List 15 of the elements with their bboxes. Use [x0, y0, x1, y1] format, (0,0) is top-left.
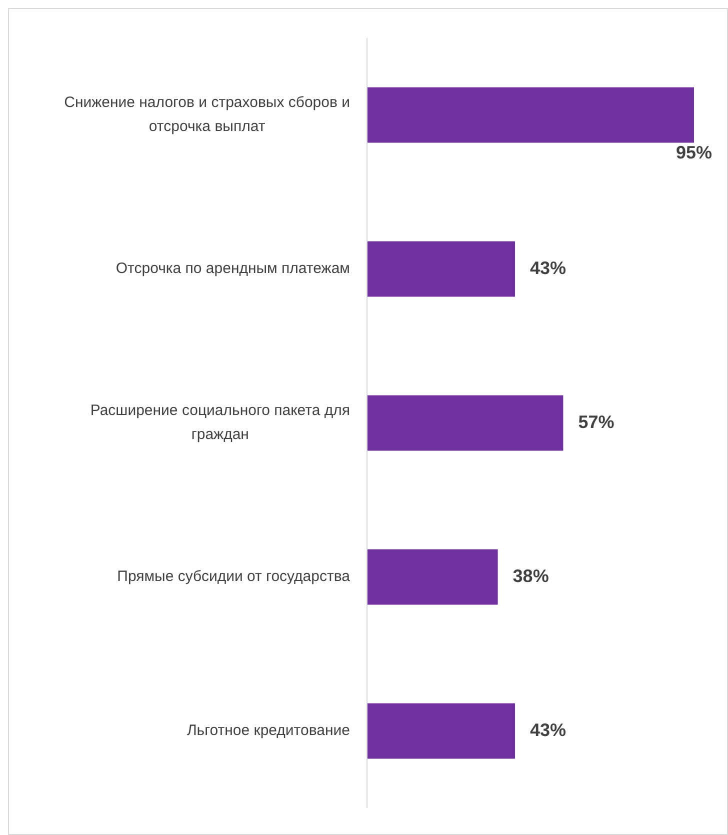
data-label: 38% [512, 566, 549, 586]
y-tick-label: Прямые субсидии от государства [117, 568, 351, 585]
data-label: 43% [530, 258, 566, 278]
bar [367, 549, 498, 605]
data-label: 95% [676, 142, 712, 162]
y-tick-label: Снижение налогов и страховых сборов и отсрочка выплат [64, 94, 350, 135]
data-label: 43% [530, 720, 566, 740]
y-tick-label: Расширение социального пакета для граждан [90, 402, 350, 443]
bar [367, 87, 694, 143]
data-label: 57% [578, 412, 614, 432]
y-tick-label: Отсрочка по арендным платежам [116, 260, 350, 277]
bar [367, 703, 516, 759]
bar [367, 395, 564, 451]
bar [367, 241, 516, 297]
y-tick-label: Льготное кредитование [186, 722, 350, 739]
